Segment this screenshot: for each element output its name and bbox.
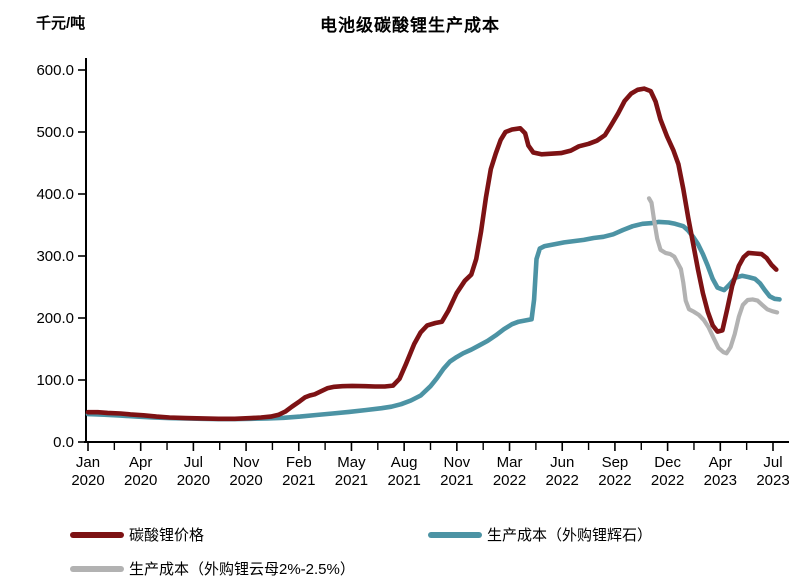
x-tick-label-year: 2021 (282, 472, 315, 489)
lepidolite-cost-line (646, 196, 780, 356)
line-plot: 0.0100.0200.0300.0400.0500.0600.0Jan2020… (36, 58, 790, 489)
x-tick-label-month: Sep (602, 454, 629, 471)
y-axis-unit-label: 千元/吨 (36, 15, 86, 32)
y-tick-label: 0.0 (53, 434, 74, 451)
lithium-carbonate-price-line (85, 86, 779, 422)
x-tick-label-year: 2023 (756, 472, 789, 489)
y-tick-label: 200.0 (36, 310, 74, 327)
legend-label-spodumene: 生产成本（外购锂辉石） (487, 527, 653, 544)
x-tick-label-month: Apr (709, 454, 732, 471)
spodumene-cost-line (85, 219, 782, 422)
x-tick-label-month: Jul (763, 454, 782, 471)
x-tick-label-month: Jun (550, 454, 574, 471)
x-tick-label-year: 2022 (598, 472, 631, 489)
x-tick-label-year: 2021 (387, 472, 420, 489)
x-tick-label-year: 2020 (229, 472, 262, 489)
x-tick-label-month: Dec (654, 454, 681, 471)
chart-title: 电池级碳酸锂生产成本 (320, 16, 500, 35)
legend-item-spodumene-cost: 生产成本（外购锂辉石） (428, 524, 652, 545)
y-tick-label: 500.0 (36, 124, 74, 141)
x-tick-label-year: 2022 (493, 472, 526, 489)
x-tick-label-month: Feb (286, 454, 312, 471)
x-tick-label-year: 2021 (335, 472, 368, 489)
legend-label-price: 碳酸锂价格 (129, 527, 205, 544)
x-tick-label-year: 2021 (440, 472, 473, 489)
x-tick-label-month: Jul (184, 454, 203, 471)
legend-item-lithium-carbonate-price: 碳酸锂价格 (70, 524, 204, 545)
x-tick-label-month: Nov (444, 454, 471, 471)
x-tick-label-year: 2020 (177, 472, 210, 489)
x-tick-label-year: 2022 (651, 472, 684, 489)
legend-label-lepidolite: 生产成本（外购锂云母2%-2.5%） (129, 561, 355, 578)
y-tick-label: 400.0 (36, 186, 74, 203)
x-tick-label-month: Mar (497, 454, 523, 471)
x-tick-label-year: 2020 (71, 472, 104, 489)
y-tick-label: 300.0 (36, 248, 74, 265)
legend-swatch-spodumene (428, 531, 482, 538)
x-tick-label-month: Apr (129, 454, 152, 471)
x-tick-label-month: Jan (76, 454, 100, 471)
x-tick-label-year: 2022 (546, 472, 579, 489)
legend-swatch-lepidolite (70, 565, 124, 572)
x-tick-label-month: Nov (233, 454, 260, 471)
x-tick-label-year: 2020 (124, 472, 157, 489)
legend-item-lepidolite-cost: 生产成本（外购锂云母2%-2.5%） (70, 558, 355, 579)
x-tick-label-year: 2023 (704, 472, 737, 489)
x-tick-label-month: Aug (391, 454, 418, 471)
y-tick-label: 600.0 (36, 62, 74, 79)
x-tick-label-month: May (337, 454, 366, 471)
y-tick-label: 100.0 (36, 372, 74, 389)
legend-swatch-price (70, 531, 124, 538)
